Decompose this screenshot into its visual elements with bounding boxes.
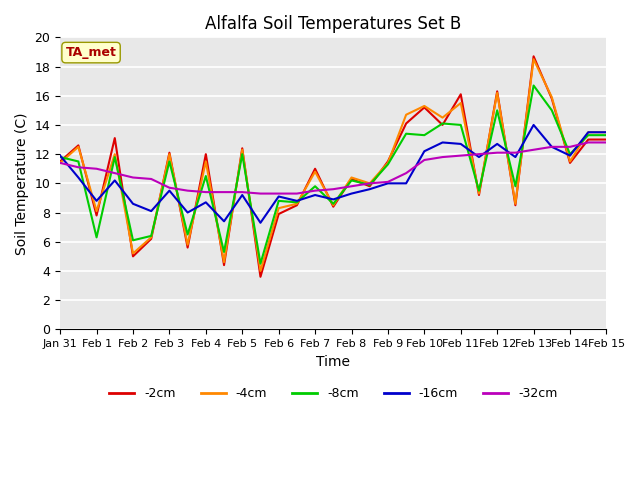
Legend: -2cm, -4cm, -8cm, -16cm, -32cm: -2cm, -4cm, -8cm, -16cm, -32cm (104, 382, 563, 405)
Title: Alfalfa Soil Temperatures Set B: Alfalfa Soil Temperatures Set B (205, 15, 461, 33)
Y-axis label: Soil Temperature (C): Soil Temperature (C) (15, 112, 29, 254)
X-axis label: Time: Time (316, 355, 350, 369)
Text: TA_met: TA_met (66, 46, 116, 59)
